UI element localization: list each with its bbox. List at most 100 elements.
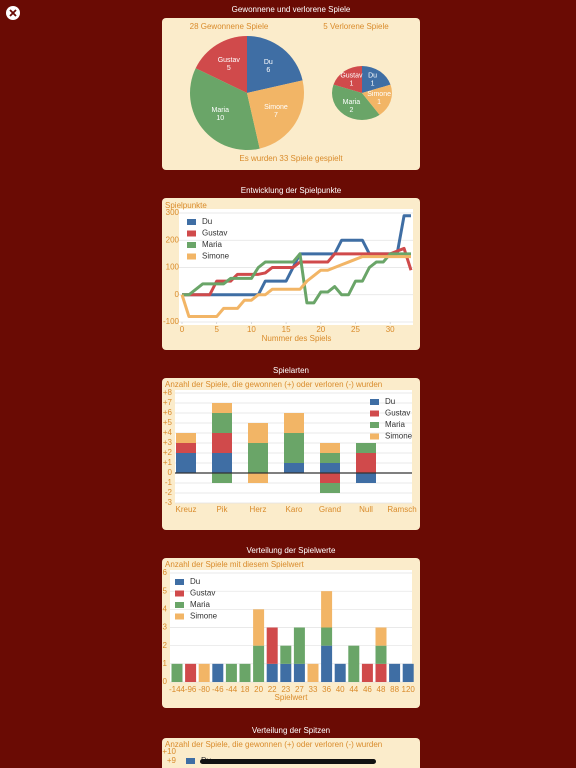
legend-swatch: [175, 579, 184, 585]
x-tick-label: 88: [390, 685, 399, 694]
x-axis-label: Nummer des Spiels: [262, 334, 332, 343]
bar-segment: [356, 473, 376, 483]
legend-swatch: [175, 602, 184, 608]
close-icon[interactable]: [9, 9, 17, 17]
slice-label: Maria: [212, 107, 230, 114]
bar-segment: [375, 663, 387, 682]
bar-segment: [321, 645, 333, 682]
pie-slice: [190, 68, 260, 150]
pie-slice: [247, 36, 303, 93]
x-tick-label: Karo: [286, 505, 303, 514]
legend-swatch: [370, 410, 379, 417]
bar-segment: [375, 627, 387, 646]
slice-value: 2: [349, 107, 353, 114]
series-line: [180, 255, 411, 319]
legend-swatch: [370, 399, 379, 405]
bar-segment: [389, 663, 401, 682]
legend-label: Gustav: [190, 589, 215, 598]
bar-segment: [171, 663, 183, 682]
y-tick-label: +6: [163, 408, 173, 417]
x-tick-label: Null: [359, 505, 373, 514]
bar-segment: [248, 473, 268, 483]
x-tick-label: Grand: [319, 505, 341, 514]
x-tick-label: 20: [254, 685, 263, 694]
y-tick-label: 200: [166, 235, 180, 244]
y-tick-label: +5: [163, 418, 173, 427]
bar-segment: [284, 433, 304, 463]
legend-label: Simone: [190, 612, 218, 621]
legend-swatch: [187, 253, 196, 260]
x-tick-label: 44: [349, 685, 358, 694]
y-axis-label: Anzahl der Spiele, die gewonnen (+) oder…: [165, 740, 382, 749]
legend-label: Gustav: [202, 229, 227, 238]
slice-label: Gustav: [340, 73, 363, 80]
bar-segment: [348, 645, 360, 682]
section-heading: Verteilung der Spielwerte: [247, 546, 336, 555]
section-heading: Spielarten: [273, 366, 309, 375]
x-tick-label: 46: [363, 685, 372, 694]
bar-segment: [321, 627, 333, 646]
slice-label: Simone: [367, 91, 391, 98]
x-tick-label: Kreuz: [176, 505, 197, 514]
bar-segment: [320, 453, 340, 463]
pie-title: 5 Verlorene Spiele: [323, 22, 389, 31]
x-tick-label: 18: [241, 685, 250, 694]
y-tick-label: 0: [168, 468, 173, 477]
x-tick-label: 33: [309, 685, 318, 694]
pie-title: 28 Gewonnene Spiele: [190, 22, 269, 31]
legend-swatch: [187, 230, 196, 237]
legend-swatch: [370, 422, 379, 428]
y-tick-label: +9: [167, 756, 177, 765]
close-button[interactable]: [6, 6, 20, 20]
y-tick-label: +2: [163, 448, 173, 457]
slice-value: 1: [349, 81, 353, 88]
legend-label: Du: [385, 397, 395, 406]
pie-footer: Es wurden 33 Spiele gespielt: [239, 154, 343, 163]
pie-slice: [333, 66, 362, 93]
x-tick-label: 10: [247, 325, 256, 334]
y-tick-label: 0: [163, 677, 168, 686]
slice-value: 1: [371, 81, 375, 88]
y-tick-label: 2: [163, 641, 168, 650]
section-heading: Gewonnene und verlorene Spiele: [232, 5, 351, 14]
slice-label: Simone: [264, 104, 288, 111]
y-tick-label: 3: [163, 623, 168, 632]
y-tick-label: +1: [163, 458, 173, 467]
x-tick-label: -96: [185, 685, 197, 694]
x-tick-label: 120: [402, 685, 416, 694]
x-tick-label: 27: [295, 685, 304, 694]
bar-segment: [356, 453, 376, 473]
x-axis-label: Spielwert: [275, 693, 309, 702]
bar-segment: [176, 433, 196, 443]
x-tick-label: 15: [282, 325, 291, 334]
bar-segment: [239, 663, 251, 682]
bar-segment: [356, 443, 376, 453]
bar-segment: [185, 663, 197, 682]
x-tick-label: -46: [212, 685, 224, 694]
bar-segment: [176, 453, 196, 473]
pie-slice: [247, 80, 304, 149]
bar-segment: [284, 463, 304, 473]
bar-segment: [225, 663, 237, 682]
y-tick-label: -3: [165, 498, 173, 507]
legend-label: Gustav: [385, 409, 410, 418]
bar-segment: [248, 423, 268, 443]
slice-value: 1: [377, 99, 381, 106]
legend-label: Maria: [202, 240, 223, 249]
y-tick-label: +10: [162, 747, 176, 756]
y-tick-label: +3: [163, 438, 173, 447]
bar-segment: [212, 433, 232, 453]
bar-segment: [212, 413, 232, 433]
slice-label: Du: [264, 59, 273, 66]
legend-label: Du: [190, 577, 200, 586]
bar-segment: [280, 645, 292, 664]
y-tick-label: -1: [165, 478, 173, 487]
slice-label: Gustav: [218, 57, 241, 64]
y-tick-label: 5: [163, 586, 168, 595]
y-axis-label: Anzahl der Spiele mit diesem Spielwert: [165, 560, 305, 569]
bar-segment: [266, 663, 278, 682]
y-tick-label: +7: [163, 398, 173, 407]
y-tick-label: 1: [163, 659, 168, 668]
x-tick-label: 0: [180, 325, 185, 334]
pie-slice: [195, 36, 247, 93]
